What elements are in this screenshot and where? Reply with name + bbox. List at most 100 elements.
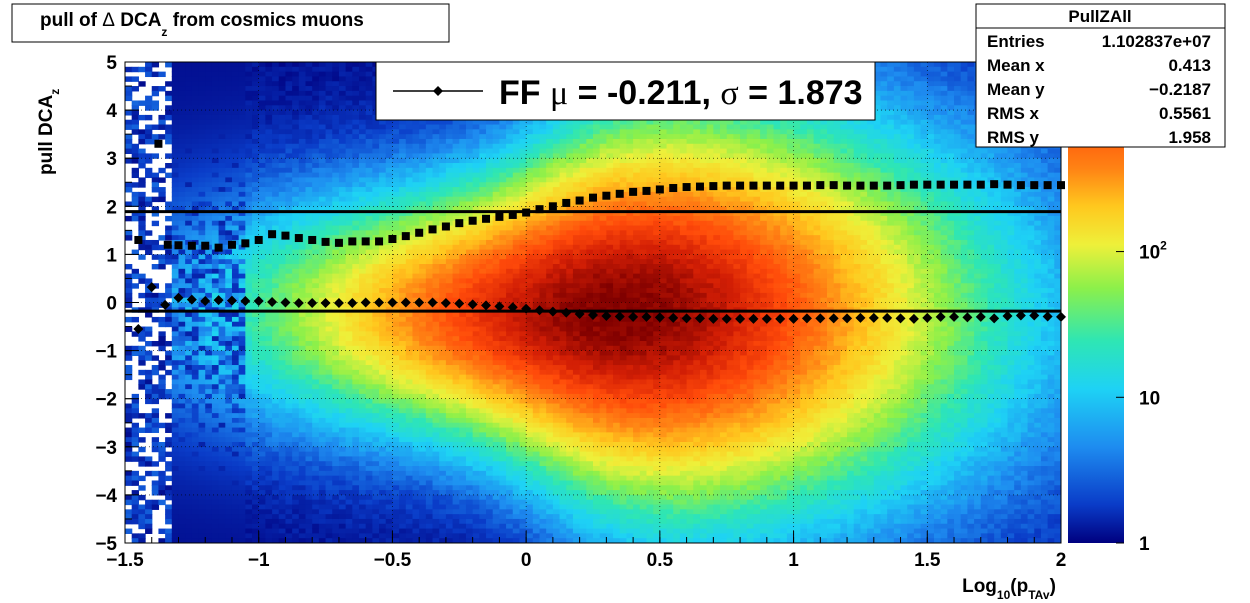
mean-marker [253, 296, 264, 307]
sigma-marker [1043, 181, 1052, 190]
mean-marker [1002, 310, 1013, 321]
sigma-marker [254, 235, 263, 244]
mean-marker [427, 297, 438, 308]
sigma-marker [455, 219, 464, 228]
legend-diamond-marker [433, 86, 443, 96]
y-tick-label: −4 [95, 486, 117, 507]
stats-value: 1.102837e+07 [1102, 32, 1211, 51]
y-tick-label: −2 [95, 390, 117, 411]
sigma-marker [401, 232, 410, 241]
mean-marker [333, 297, 344, 308]
sigma-marker [762, 181, 771, 190]
sigma-marker [655, 185, 664, 194]
mean-marker [1042, 311, 1053, 322]
mean-marker [1015, 310, 1026, 321]
mean-marker [561, 307, 572, 318]
colorbar-label: 1 [1139, 534, 1150, 555]
mean-marker [708, 313, 719, 324]
colorbar-label: 102 [1139, 239, 1167, 264]
sigma-marker [361, 237, 370, 246]
mean-marker [721, 313, 732, 324]
sigma-marker [535, 205, 544, 214]
sigma-marker [321, 237, 330, 246]
sigma-marker [615, 189, 624, 198]
mean-marker [347, 297, 358, 308]
mean-marker [761, 313, 772, 324]
sigma-marker [789, 181, 798, 190]
mean-marker [146, 282, 157, 293]
sigma-marker [214, 243, 223, 252]
mean-marker [226, 295, 237, 306]
mean-marker [962, 312, 973, 323]
mean-marker [922, 312, 933, 323]
sigma-marker [682, 183, 691, 192]
sigma-marker [950, 180, 959, 189]
y-tick-label: 1 [106, 245, 117, 266]
sigma-marker [1003, 180, 1012, 189]
mean-marker [307, 297, 318, 308]
y-tick-label: 0 [106, 294, 117, 315]
sigma-marker [375, 237, 384, 246]
y-tick-label: −1 [95, 342, 117, 363]
sigma-marker [936, 180, 945, 189]
y-tick-label: 5 [106, 53, 117, 74]
mean-marker [935, 311, 946, 322]
sigma-marker [883, 181, 892, 190]
sigma-marker [201, 241, 210, 250]
y-tick-label: −3 [95, 438, 117, 459]
sigma-marker [709, 182, 718, 191]
sigma-marker [1016, 181, 1025, 190]
mean-marker [641, 311, 652, 322]
stats-label: Entries [987, 32, 1045, 51]
sigma-marker [495, 212, 504, 221]
mean-marker [521, 303, 532, 314]
sigma-marker [1030, 181, 1039, 190]
mean-marker [614, 311, 625, 322]
mean-marker [601, 310, 612, 321]
stats-label: Mean y [987, 80, 1045, 99]
mean-marker [320, 297, 331, 308]
mean-marker [387, 297, 398, 308]
mean-marker [801, 313, 812, 324]
mean-marker [280, 297, 291, 308]
sigma-marker [923, 180, 932, 189]
sigma-marker [963, 180, 972, 189]
sigma-marker [308, 235, 317, 244]
title-box: pull of Δ DCAz from cosmics muons [11, 3, 450, 43]
sigma-marker [241, 239, 250, 248]
mean-marker [133, 323, 144, 334]
sigma-marker [589, 193, 597, 202]
mean-marker [828, 313, 839, 324]
sigma-marker [642, 186, 651, 195]
mean-marker [414, 297, 425, 308]
sigma-marker [856, 181, 865, 190]
mean-marker [267, 297, 278, 308]
mean-marker [815, 313, 826, 324]
sigma-marker [294, 234, 303, 243]
mean-marker [668, 312, 679, 323]
x-tick-label: −1.5 [106, 550, 144, 571]
mean-marker [842, 313, 853, 324]
sigma-marker [990, 180, 999, 189]
sigma-marker [829, 181, 838, 190]
mean-marker [681, 313, 692, 324]
y-tick-label: −5 [95, 534, 117, 555]
y-tick-label: 3 [106, 149, 117, 170]
sigma-marker [562, 198, 571, 207]
sigma-marker [722, 181, 731, 190]
mean-marker [547, 306, 558, 317]
mean-marker [868, 312, 879, 323]
sigma-marker [896, 181, 905, 190]
x-tick-label: 1 [788, 550, 799, 571]
mean-marker [588, 310, 598, 321]
sigma-marker [776, 181, 785, 190]
sigma-marker [174, 241, 183, 250]
sigma-marker [816, 181, 825, 190]
sigma-marker [575, 196, 584, 205]
mean-marker [200, 296, 211, 307]
stats-label: RMS y [987, 128, 1040, 147]
x-tick-label: −0.5 [374, 550, 412, 571]
sigma-marker [154, 139, 163, 148]
sigma-marker [869, 181, 878, 190]
